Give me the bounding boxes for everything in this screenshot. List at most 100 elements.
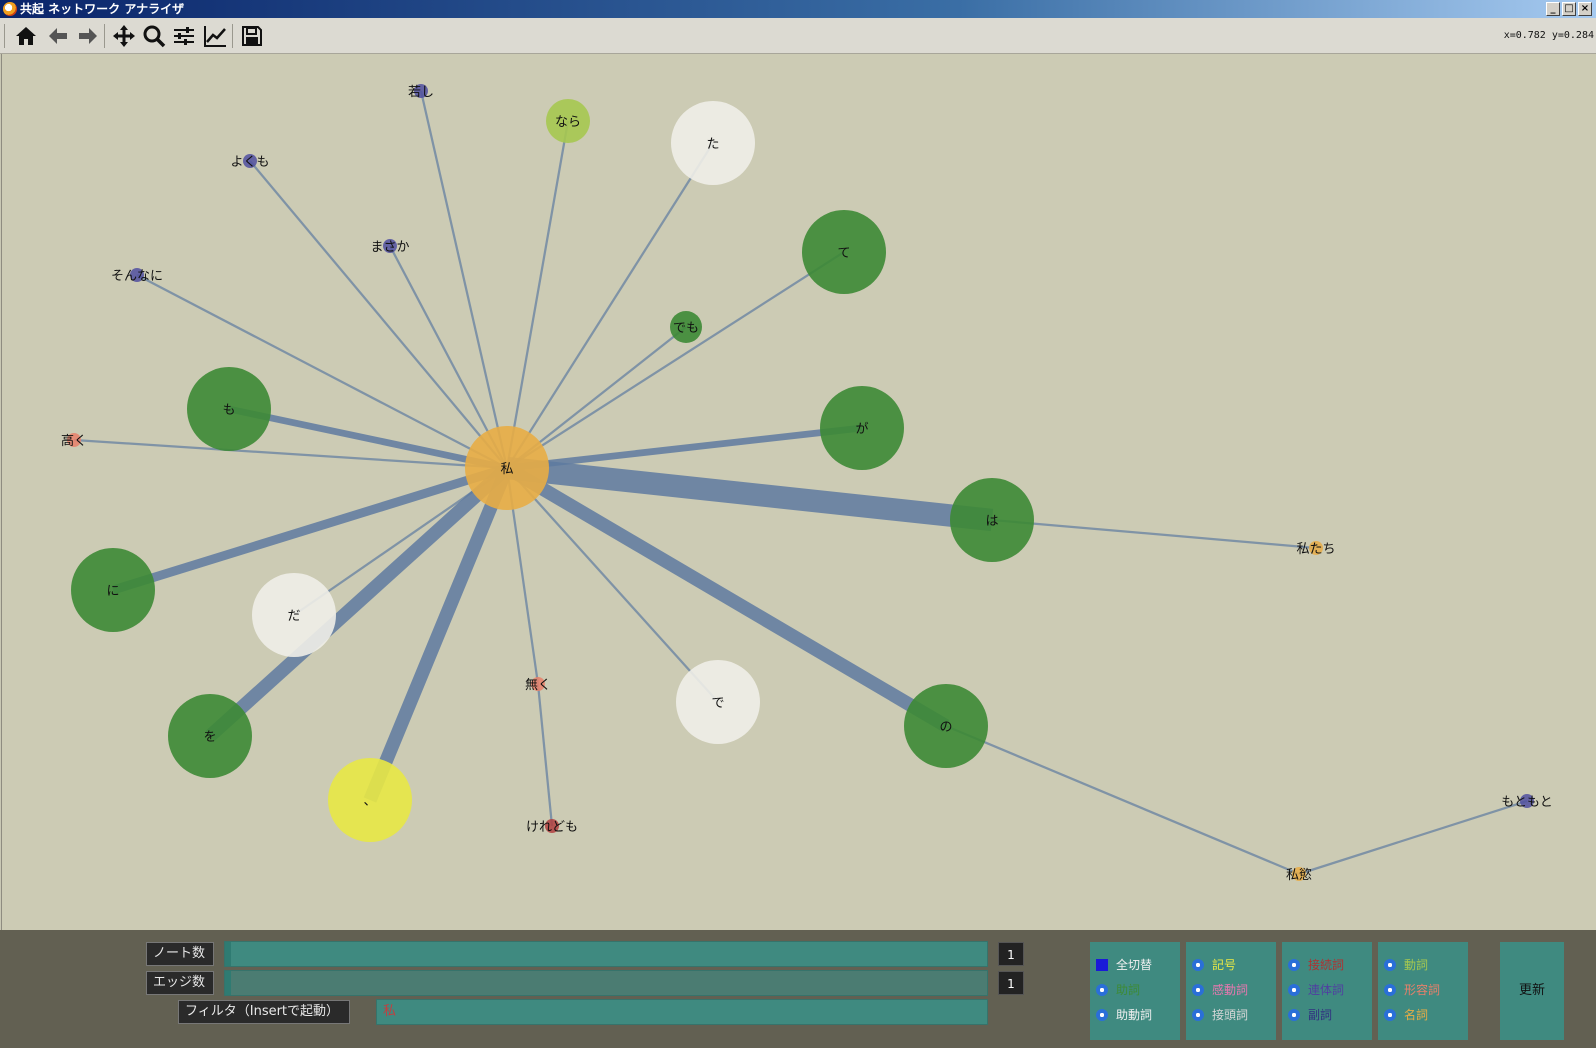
node-circle[interactable] xyxy=(904,684,988,768)
legend-item[interactable]: 記号 xyxy=(1192,956,1236,974)
node-circle[interactable] xyxy=(414,84,428,98)
node-circle[interactable] xyxy=(671,101,755,185)
node-circle[interactable] xyxy=(252,573,336,657)
node-circle[interactable] xyxy=(670,311,702,343)
edge-私-を xyxy=(205,462,512,742)
pos-toggle-radio-icon[interactable] xyxy=(1384,959,1396,971)
node-circle[interactable] xyxy=(545,819,559,833)
node-circle[interactable] xyxy=(187,367,271,451)
node-label: た xyxy=(706,137,719,152)
pos-toggle-radio-icon[interactable] xyxy=(1288,984,1300,996)
node-なら[interactable]: なら xyxy=(546,99,590,143)
node-circle[interactable] xyxy=(71,548,155,632)
node-circle[interactable] xyxy=(1292,867,1306,881)
node-circle[interactable] xyxy=(676,660,760,744)
home-icon[interactable] xyxy=(12,22,40,50)
edit-chart-icon[interactable] xyxy=(201,22,229,50)
edge-の-私慾 xyxy=(945,724,1300,876)
node-で[interactable]: で xyxy=(676,660,760,744)
minimize-button[interactable]: _ xyxy=(1546,2,1560,16)
legend-item[interactable]: 名詞 xyxy=(1384,1006,1428,1024)
zoom-icon[interactable] xyxy=(140,22,168,50)
node-もともと[interactable]: もともと xyxy=(1501,794,1553,810)
edge-count-slider[interactable] xyxy=(224,970,988,996)
node-circle[interactable] xyxy=(243,154,257,168)
legend-item[interactable]: 助詞 xyxy=(1096,981,1140,999)
node-circle[interactable] xyxy=(130,268,144,282)
node-に[interactable]: に xyxy=(71,548,155,632)
node-でも[interactable]: でも xyxy=(670,311,702,343)
node-若し[interactable]: 若し xyxy=(408,84,434,100)
node-label: そんなに xyxy=(111,269,163,284)
legend-item[interactable]: 形容詞 xyxy=(1384,981,1440,999)
node-だ[interactable]: だ xyxy=(252,573,336,657)
maximize-button[interactable]: □ xyxy=(1562,2,1576,16)
configure-sliders-icon[interactable] xyxy=(170,22,198,50)
legend-item[interactable]: 副詞 xyxy=(1288,1006,1332,1024)
node-circle[interactable] xyxy=(820,386,904,470)
node-た[interactable]: た xyxy=(671,101,755,185)
node-無く[interactable]: 無く xyxy=(525,677,551,693)
filter-input[interactable]: 私 xyxy=(376,999,988,1025)
node-まさか[interactable]: まさか xyxy=(370,239,410,255)
node-circle[interactable] xyxy=(328,758,412,842)
pos-toggle-radio-icon[interactable] xyxy=(1384,984,1396,996)
node-circle[interactable] xyxy=(531,677,545,691)
pos-toggle-radio-icon[interactable] xyxy=(1288,1009,1300,1021)
node-そんなに[interactable]: そんなに xyxy=(111,268,163,284)
legend-item[interactable]: 助動詞 xyxy=(1096,1006,1152,1024)
edge-count-slider-handle[interactable] xyxy=(225,971,231,995)
node-けれども[interactable]: けれども xyxy=(526,819,578,835)
pos-toggle-radio-icon[interactable] xyxy=(1096,1009,1108,1021)
pos-toggle-radio-icon[interactable] xyxy=(1096,984,1108,996)
node-circle[interactable] xyxy=(802,210,886,294)
node-よくも[interactable]: よくも xyxy=(230,154,270,170)
legend-item[interactable]: 連体詞 xyxy=(1288,981,1344,999)
node-、[interactable]: 、 xyxy=(328,758,412,842)
node-circle[interactable] xyxy=(950,478,1034,562)
node-circle[interactable] xyxy=(1309,541,1323,555)
pos-toggle-radio-icon[interactable] xyxy=(1192,959,1204,971)
forward-arrow-icon[interactable] xyxy=(74,22,102,50)
pos-toggle-radio-icon[interactable] xyxy=(1192,984,1204,996)
edge-私-で xyxy=(506,467,719,703)
close-button[interactable]: × xyxy=(1578,2,1592,16)
node-高く[interactable]: 高く xyxy=(61,433,87,449)
update-button[interactable]: 更新 xyxy=(1500,942,1564,1040)
node-count-slider[interactable] xyxy=(224,941,988,967)
node-が[interactable]: が xyxy=(820,386,904,470)
node-は[interactable]: は xyxy=(950,478,1034,562)
legend-item[interactable]: 動詞 xyxy=(1384,956,1428,974)
node-label: 私慾 xyxy=(1286,868,1312,883)
network-canvas[interactable]: 私は が てもにを の でも ならただで、 無く 高くけれども 若しよくもまさかそんなにもともと… xyxy=(1,54,1596,930)
node-circle[interactable] xyxy=(546,99,590,143)
node-を[interactable]: を xyxy=(168,694,252,778)
pos-toggle-radio-icon[interactable] xyxy=(1288,959,1300,971)
legend-item[interactable]: 感動詞 xyxy=(1192,981,1248,999)
node-circle[interactable] xyxy=(168,694,252,778)
back-arrow-icon[interactable] xyxy=(44,22,72,50)
toggle-all-checkbox-icon[interactable] xyxy=(1096,959,1108,971)
node-も[interactable]: も xyxy=(187,367,271,451)
legend-item[interactable]: 接頭詞 xyxy=(1192,1006,1248,1024)
node-私たち[interactable]: 私たち xyxy=(1296,541,1336,557)
pos-toggle-radio-icon[interactable] xyxy=(1192,1009,1204,1021)
node-circle[interactable] xyxy=(67,433,81,447)
node-私[interactable]: 私 xyxy=(465,426,549,510)
legend-item[interactable]: 接続詞 xyxy=(1288,956,1344,974)
node-circle[interactable] xyxy=(383,239,397,253)
legend-item-label: 連体詞 xyxy=(1308,983,1345,997)
node-の[interactable]: の xyxy=(904,684,988,768)
node-私慾[interactable]: 私慾 xyxy=(1286,867,1312,883)
node-て[interactable]: て xyxy=(802,210,886,294)
save-disk-icon[interactable] xyxy=(238,22,266,50)
node-circle[interactable] xyxy=(465,426,549,510)
pos-toggle-radio-icon[interactable] xyxy=(1384,1009,1396,1021)
node-count-slider-handle[interactable] xyxy=(225,942,231,966)
legend-item-label: 助詞 xyxy=(1116,983,1141,997)
node-circle[interactable] xyxy=(1520,794,1534,808)
node-label: に xyxy=(106,584,119,599)
legend-item[interactable]: 全切替 xyxy=(1096,956,1152,974)
pan-move-icon[interactable] xyxy=(110,22,138,50)
